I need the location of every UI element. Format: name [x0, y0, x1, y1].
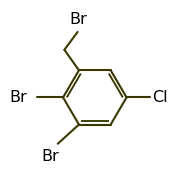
Text: Br: Br: [69, 12, 87, 27]
Text: Br: Br: [41, 149, 59, 164]
Text: Br: Br: [10, 90, 27, 105]
Text: Cl: Cl: [152, 90, 168, 105]
